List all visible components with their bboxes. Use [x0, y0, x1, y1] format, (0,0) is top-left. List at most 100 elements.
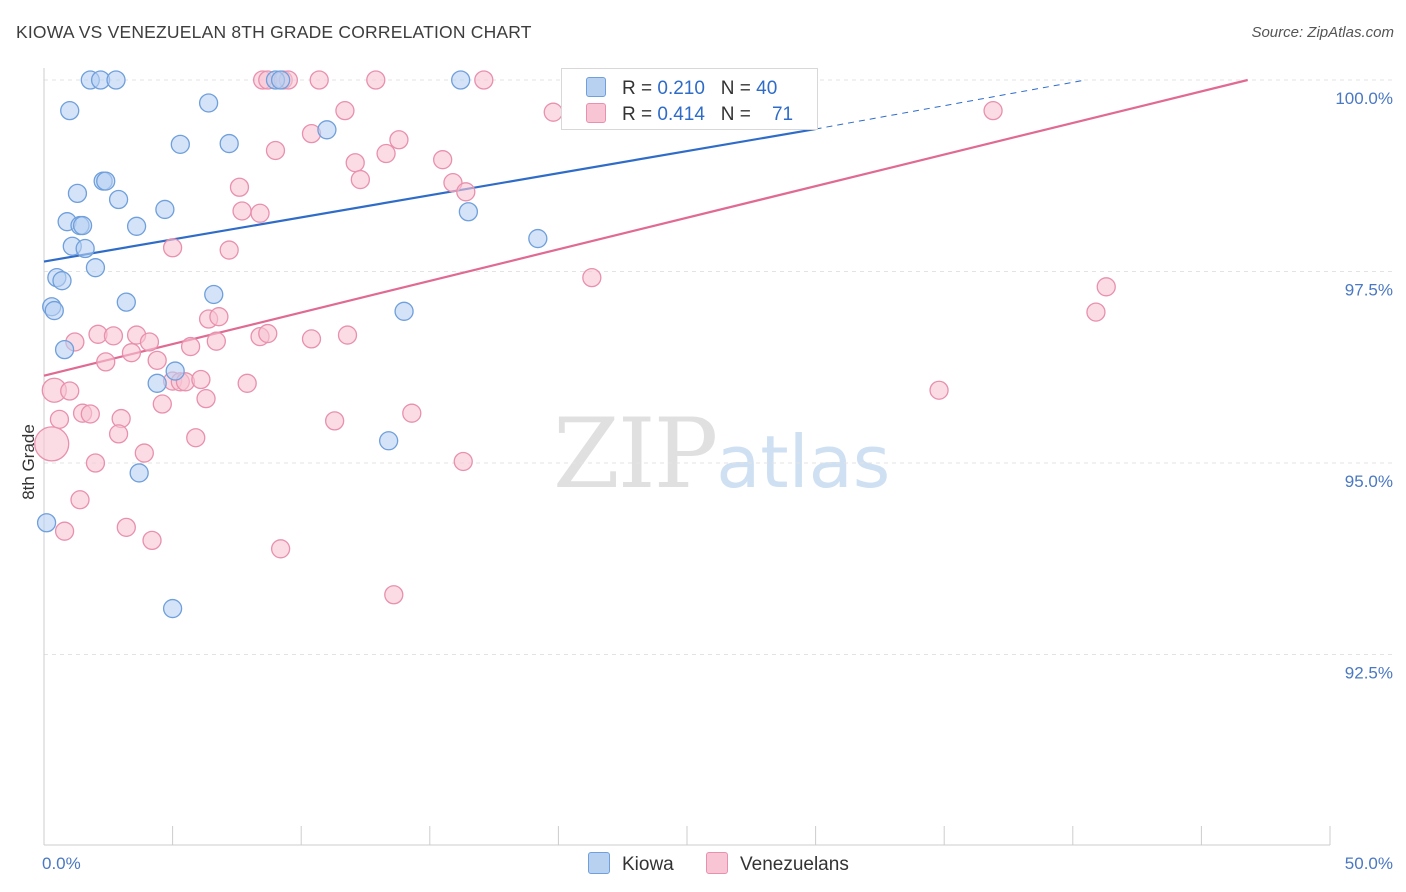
venezuelans-point: [237, 373, 257, 393]
kiowa-point: [67, 183, 88, 204]
venezuelans-point: [85, 453, 106, 473]
watermark-zip: ZIP: [553, 398, 718, 510]
x-tick-label: 50.0%: [1345, 854, 1393, 873]
y-tick-label: 100.0%: [1335, 89, 1393, 108]
legend-row-kiowa: R = 0.210 N = 40: [586, 77, 777, 101]
venezuelans-point: [474, 70, 494, 90]
venezuelans-point: [147, 350, 167, 371]
venezuelans-point: [103, 326, 124, 346]
kiowa-point: [126, 216, 147, 236]
y-tick-label: 92.5%: [1345, 664, 1393, 683]
venezuelans-point: [582, 267, 602, 288]
venezuelans-point: [309, 70, 329, 90]
venezuelans-point: [1096, 277, 1116, 297]
venezuelans-point: [191, 369, 211, 390]
venezuelans-point: [162, 238, 183, 258]
kiowa-n-value: 40: [756, 78, 778, 99]
venezuelans-point: [335, 100, 355, 121]
kiowa-r-value: 0.210: [657, 78, 705, 99]
venezuelans-point: [152, 394, 172, 414]
source-label: Source: ZipAtlas.com: [1251, 24, 1394, 41]
kiowa-point: [52, 271, 72, 291]
venezuelans-point: [265, 140, 286, 161]
venezuelans-point: [258, 323, 278, 344]
venezuelans-point: [70, 490, 90, 510]
venezuelans-point: [983, 100, 1003, 121]
venezuelans-point: [108, 424, 129, 444]
venezuelans-point: [96, 352, 116, 372]
venezuelans-point: [206, 331, 226, 351]
venezuelans-point: [180, 336, 201, 357]
kiowa-point: [378, 431, 399, 451]
kiowa-point: [165, 361, 185, 381]
stats-legend: R = 0.210 N = 40 R = 0.414 N = 71: [561, 68, 818, 130]
legend-row-venezuelans: R = 0.414 N = 71: [586, 103, 793, 127]
watermark-atlas: atlas: [716, 420, 891, 504]
venezuelans-point: [453, 451, 473, 472]
kiowa-trend-extension: [815, 79, 1086, 130]
venezuelans-point: [456, 182, 476, 202]
venezuelans-point: [376, 143, 396, 164]
venezuelans-point: [270, 539, 291, 559]
kiowa-point: [36, 513, 57, 533]
venezuelans-point: [229, 177, 250, 197]
kiowa-n-label: N =: [720, 78, 757, 99]
kiowa-point: [451, 70, 471, 90]
kiowa-point: [75, 238, 95, 259]
grid: [44, 79, 1392, 655]
kiowa-point: [72, 215, 93, 236]
kiowa-legend-swatch: [588, 852, 610, 874]
kiowa-point: [204, 284, 224, 305]
kiowa-legend-label: Kiowa: [622, 854, 674, 875]
kiowa-point: [129, 463, 149, 483]
venezuelans-point: [366, 70, 386, 90]
kiowa-point: [162, 598, 183, 619]
venezuelans-point: [80, 404, 100, 424]
venezuelans-point: [139, 332, 160, 352]
venezuelans-point: [433, 150, 453, 170]
kiowa-point: [458, 202, 479, 222]
venezuelans-point: [121, 343, 142, 363]
venezuelans-point: [929, 380, 949, 400]
venezuelans-point: [543, 102, 563, 122]
data-points: [34, 70, 1116, 619]
venezuelans-point: [134, 443, 154, 463]
venezuelans-point: [232, 201, 252, 221]
venezuelans-point: [324, 411, 345, 431]
venezuelans-swatch: [586, 103, 606, 123]
bottom-legend-venezuelans: Venezuelans: [706, 852, 849, 876]
venezuelans-n-label: N =: [720, 104, 757, 125]
venezuelans-legend-label: Venezuelans: [740, 854, 849, 875]
venezuelans-point: [350, 169, 371, 190]
kiowa-point: [394, 301, 414, 321]
venezuelans-r-label: R =: [622, 104, 658, 125]
kiowa-point: [270, 70, 291, 90]
venezuelans-point: [250, 203, 270, 223]
venezuelans-point: [345, 153, 365, 173]
y-axis-label: 8th Grade: [19, 424, 38, 500]
kiowa-point: [96, 171, 116, 191]
kiowa-point: [106, 70, 126, 90]
x-tick-label: 0.0%: [42, 854, 81, 873]
venezuelans-point: [186, 428, 206, 448]
venezuelans-point: [219, 240, 239, 260]
kiowa-point: [44, 300, 64, 321]
kiowa-point: [170, 134, 190, 154]
kiowa-point: [147, 373, 167, 393]
venezuelans-trend-line: [43, 78, 1248, 377]
kiowa-point: [155, 199, 175, 220]
venezuelans-point: [1086, 302, 1106, 322]
kiowa-point: [85, 258, 106, 278]
kiowa-point: [317, 120, 337, 140]
kiowa-trend-line: [43, 127, 816, 263]
venezuelans-n-value: 71: [771, 104, 794, 125]
y-tick-label: 97.5%: [1345, 281, 1393, 300]
bottom-legend-kiowa: Kiowa: [588, 852, 674, 876]
tick-labels: 100.0% 97.5% 95.0% 92.5% 0.0% 50.0% 8th Grade: [19, 89, 1393, 873]
venezuelans-point: [301, 329, 322, 349]
kiowa-point: [528, 228, 548, 249]
kiowa-point: [60, 100, 80, 121]
venezuelans-point: [337, 325, 358, 345]
kiowa-point: [219, 133, 239, 154]
